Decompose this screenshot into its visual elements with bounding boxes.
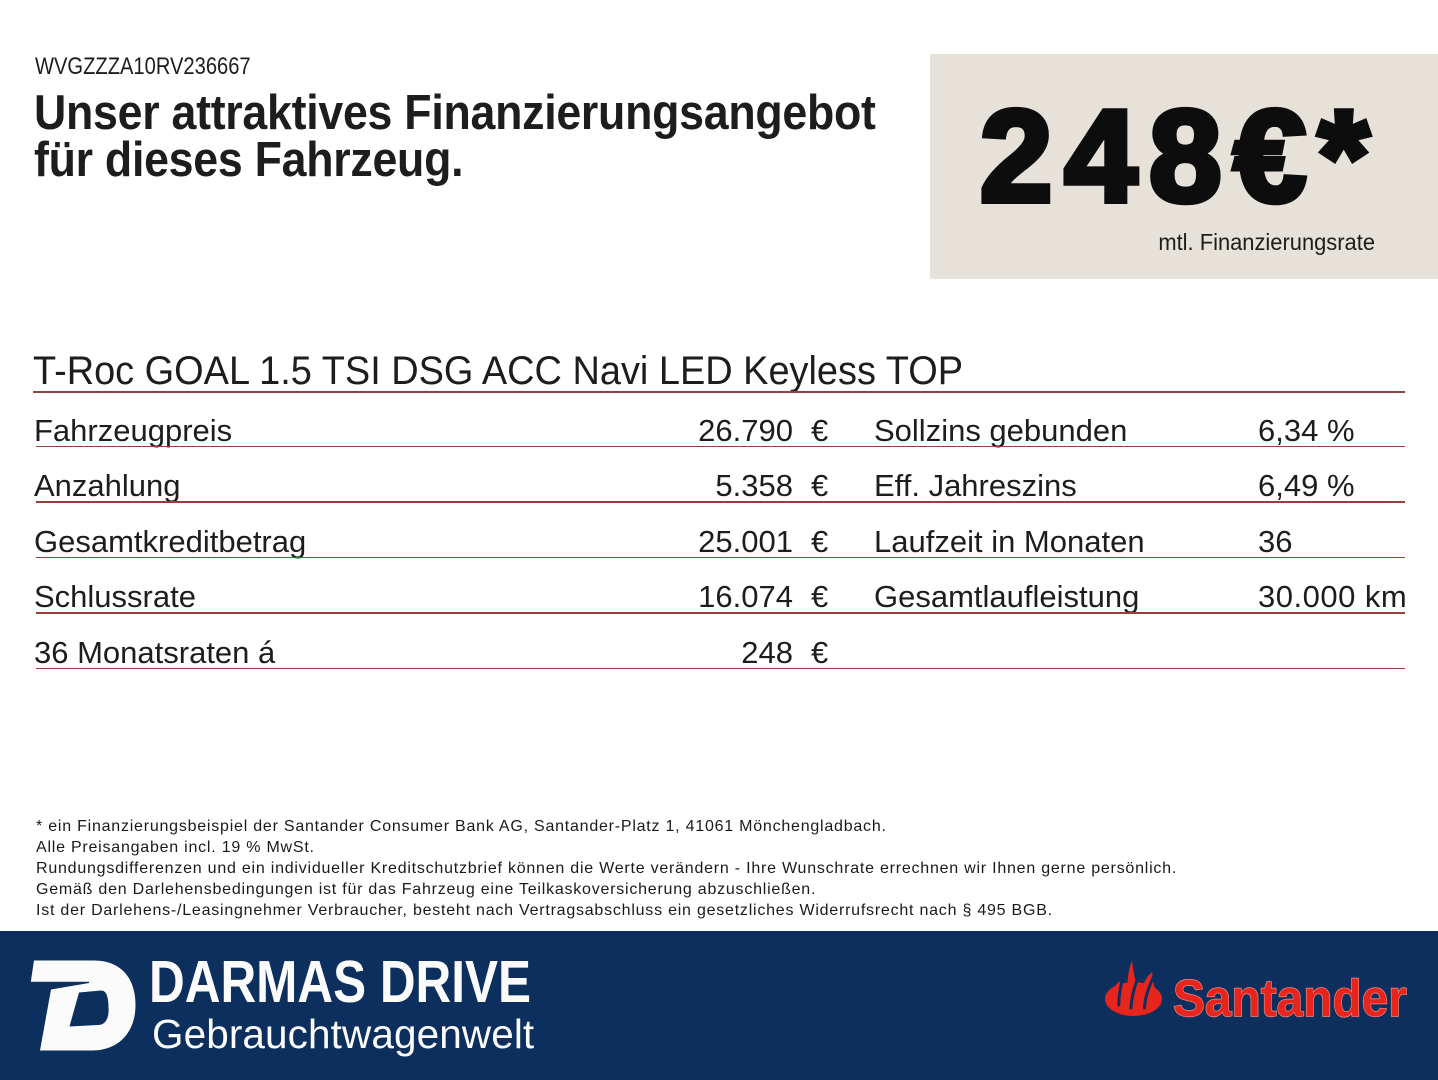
svg-text:Santander: Santander xyxy=(1173,969,1407,1027)
svg-text:248€*: 248€* xyxy=(980,83,1381,229)
